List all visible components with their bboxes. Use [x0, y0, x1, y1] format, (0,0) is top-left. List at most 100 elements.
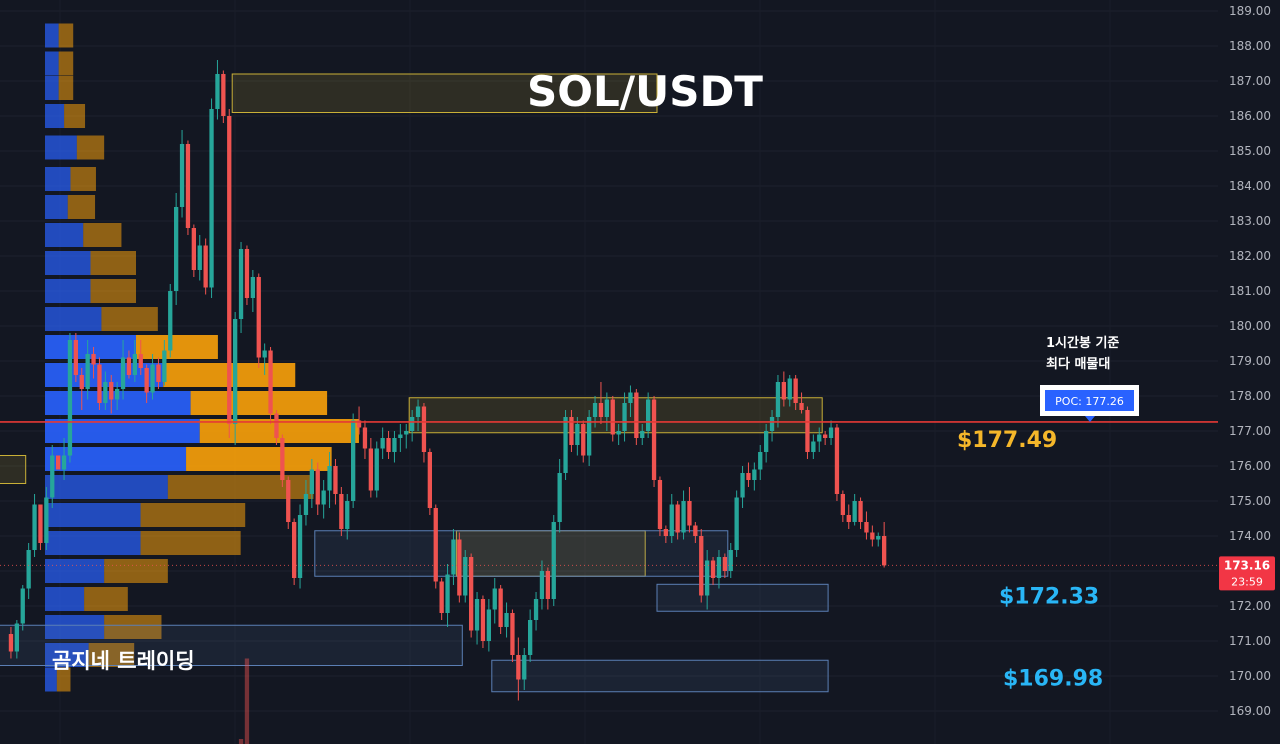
candle-up — [162, 350, 167, 382]
candle-down — [746, 473, 751, 480]
profile-buy-bar — [45, 643, 89, 667]
candle-down — [427, 452, 432, 508]
profile-buy-bar — [45, 559, 105, 583]
candle-up — [811, 441, 816, 452]
candle-down — [699, 536, 704, 596]
candle-down — [203, 245, 208, 288]
profile-sell-bar — [186, 447, 332, 471]
profile-buy-bar — [45, 51, 59, 76]
candle-down — [386, 438, 391, 452]
candle-down — [799, 403, 804, 410]
profile-buy-bar — [45, 251, 91, 275]
candle-down — [333, 466, 338, 494]
zone-blue — [656, 583, 829, 612]
profile-sell-bar — [76, 135, 105, 160]
candle-up — [787, 378, 792, 400]
candle-up — [604, 399, 609, 417]
candle-up — [492, 588, 497, 610]
candle-down — [227, 116, 232, 424]
profile-buy-bar — [45, 135, 77, 160]
candle-up — [669, 504, 674, 536]
zone-yellow — [455, 530, 646, 577]
candle-up — [238, 249, 244, 319]
profile-sell-bar — [140, 503, 246, 527]
candle-down — [56, 455, 61, 470]
candle-down — [421, 406, 427, 452]
candle-up — [522, 655, 527, 680]
price-axis-label: 188.00 — [1229, 39, 1271, 53]
price-axis-label: 179.00 — [1229, 354, 1271, 368]
price-axis-label: 171.00 — [1229, 634, 1271, 648]
candle-down — [864, 522, 869, 533]
candle-up — [622, 403, 627, 431]
candle-down — [634, 392, 639, 438]
candle-up — [32, 504, 37, 550]
candle-up — [752, 469, 757, 480]
profile-buy-bar — [45, 307, 102, 331]
candle-up — [297, 515, 303, 578]
candle-down — [882, 536, 887, 566]
candle-up — [61, 455, 67, 470]
candle-down — [8, 634, 14, 652]
profile-buy-bar — [45, 76, 59, 100]
candle-up — [740, 473, 745, 498]
candle-down — [870, 532, 875, 540]
zone-yellow — [408, 397, 823, 434]
candle-up — [233, 319, 238, 424]
candle-down — [651, 399, 657, 480]
profile-sell-bar — [58, 23, 74, 48]
candle-down — [156, 364, 161, 382]
candle-up — [575, 424, 580, 445]
candle-up — [392, 438, 397, 452]
candle-up — [640, 431, 645, 438]
candle-up — [463, 557, 468, 596]
candle-down — [687, 501, 692, 526]
candle-up — [197, 245, 202, 270]
candle-up — [150, 364, 155, 393]
zone-yellow — [231, 73, 658, 113]
candle-down — [439, 581, 444, 613]
poc-note-line2: 최다 매물대 — [1046, 356, 1110, 372]
candle-down — [362, 427, 368, 449]
profile-buy-bar — [45, 167, 71, 191]
volume-bar — [238, 739, 244, 744]
bar-countdown: 23:59 — [1231, 575, 1263, 588]
profile-sell-bar — [199, 419, 359, 443]
candle-up — [817, 434, 822, 442]
candle-up — [758, 452, 763, 470]
chart-title: SOL/USDT — [527, 67, 763, 116]
poc-tag-fill — [1045, 390, 1134, 411]
profile-sell-bar — [83, 223, 122, 247]
candle-down — [823, 434, 828, 438]
zone-yellow — [0, 455, 27, 484]
candle-up — [351, 420, 356, 501]
profile-sell-bar — [84, 587, 128, 611]
candle-down — [368, 448, 373, 491]
price-axis-label: 181.00 — [1229, 284, 1271, 298]
last-price-value: 173.16 — [1224, 558, 1270, 572]
candle-down — [256, 277, 261, 358]
profile-sell-bar — [56, 667, 71, 692]
candle-down — [433, 508, 438, 582]
price-axis-label: 186.00 — [1229, 109, 1271, 123]
zone-blue — [0, 624, 463, 666]
candle-down — [191, 228, 196, 270]
candle-up — [769, 417, 775, 431]
candle-down — [126, 357, 132, 375]
candle-down — [516, 655, 521, 680]
level-label: $172.33 — [999, 584, 1099, 609]
price-axis-label: 175.00 — [1229, 494, 1271, 508]
profile-buy-bar — [45, 23, 59, 48]
candle-down — [846, 515, 851, 522]
level-labels: $177.49 $172.33 $169.98 — [957, 428, 1103, 692]
level-label: $177.49 — [957, 428, 1057, 453]
candle-up — [563, 417, 568, 473]
candle-up — [764, 431, 769, 452]
candle-down — [545, 571, 550, 599]
candle-up — [20, 588, 25, 624]
candle-up — [327, 466, 332, 491]
price-axis-label: 172.00 — [1229, 599, 1271, 613]
profile-sell-bar — [101, 307, 158, 331]
